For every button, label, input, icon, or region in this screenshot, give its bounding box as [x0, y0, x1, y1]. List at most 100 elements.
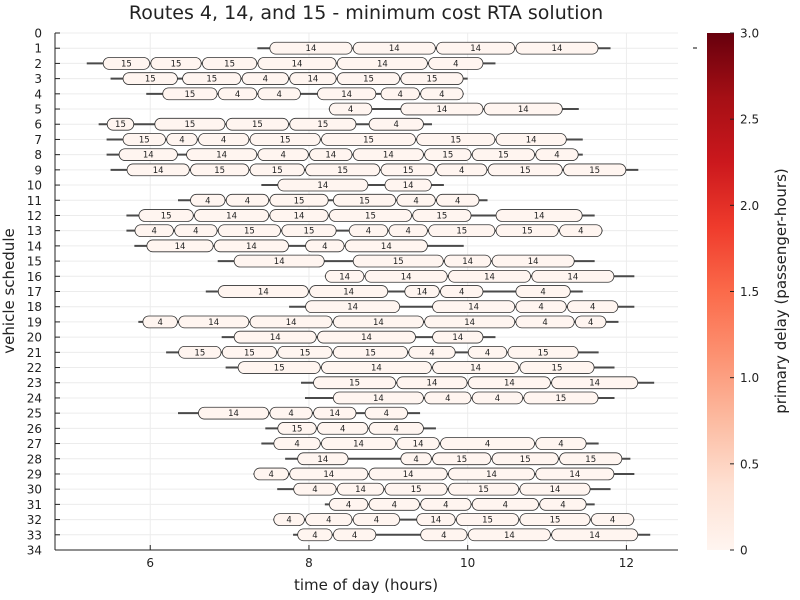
- trip-bar: [420, 528, 468, 542]
- trip-route-label: 15: [280, 135, 291, 145]
- trip-route-label: 14: [216, 151, 227, 161]
- trip-route-label: 4: [346, 500, 351, 510]
- trip-route-label: 15: [292, 424, 303, 434]
- trip-bar: [380, 163, 436, 177]
- trip-route-label: 4: [453, 59, 458, 69]
- y-tick-label: 22: [27, 361, 42, 375]
- colorbar-tick-label: 1.0: [740, 371, 759, 385]
- trip-route-label: 4: [157, 318, 162, 328]
- trip-bar: [448, 269, 531, 283]
- trip-route-label: 14: [427, 379, 438, 389]
- trip-route-label: 4: [384, 409, 389, 419]
- trip-route-label: 4: [394, 120, 399, 130]
- trip-bar: [332, 391, 424, 405]
- trip-route-label: 14: [383, 151, 394, 161]
- trip-route-label: 14: [534, 211, 545, 221]
- plot-area: 6 8 10 120123456789101112131415161718192021…: [27, 27, 678, 570]
- trip-bar: [277, 345, 333, 359]
- trip-bar: [178, 345, 222, 359]
- y-tick-label: 1: [34, 42, 42, 56]
- y-tick-label: 34: [27, 544, 42, 558]
- trip-route-label: 14: [208, 318, 219, 328]
- trip-route-label: 14: [389, 44, 400, 54]
- trip-route-label: 4: [366, 227, 371, 237]
- trip-bar: [202, 57, 258, 70]
- trip-bar: [257, 148, 309, 161]
- trip-route-label: 15: [403, 166, 414, 176]
- trip-bar: [364, 406, 408, 420]
- trip-bar: [519, 513, 591, 526]
- y-tick-label: 26: [27, 422, 42, 436]
- trip-bar: [336, 57, 428, 70]
- trip-route-label: 15: [194, 348, 205, 358]
- trip-route-label: 4: [542, 318, 547, 328]
- y-tick-label: 16: [27, 270, 42, 284]
- trip-bar: [332, 315, 424, 329]
- trip-bar: [277, 178, 369, 192]
- trip-bar: [432, 300, 516, 314]
- trip-route-label: 15: [206, 75, 217, 85]
- trip-bar: [535, 148, 579, 161]
- trip-bar: [412, 209, 472, 222]
- y-tick-label: 20: [27, 331, 42, 345]
- trip-bar: [388, 224, 428, 238]
- trip-bar: [162, 87, 218, 101]
- trip-route-label: 14: [371, 364, 382, 374]
- trip-route-label: 4: [588, 318, 593, 328]
- trip-bar: [400, 452, 432, 466]
- trip-bar: [471, 148, 535, 161]
- trip-bar: [142, 315, 178, 329]
- trip-bar: [317, 87, 377, 101]
- trip-bar: [515, 41, 599, 55]
- trip-bar: [269, 193, 329, 207]
- trip-bar: [321, 133, 416, 146]
- trip-bar: [444, 254, 492, 268]
- trip-bar: [249, 315, 333, 329]
- trip-route-label: 4: [269, 470, 274, 480]
- trip-route-label: 15: [300, 348, 311, 358]
- trip-bar: [515, 315, 575, 329]
- trip-route-label: 14: [589, 379, 600, 389]
- trip-route-label: 14: [504, 379, 515, 389]
- trip-bar: [297, 528, 333, 542]
- trip-route-label: 4: [326, 516, 331, 526]
- x-axis-label: time of day (hours): [294, 576, 438, 594]
- trip-bar: [277, 422, 317, 435]
- colorbar-tick-label: 1.5: [740, 285, 759, 299]
- trip-bar: [321, 361, 432, 374]
- trip-route-label: 14: [567, 272, 578, 282]
- y-tick-label: 11: [27, 194, 42, 208]
- trip-route-label: 14: [226, 211, 237, 221]
- trip-bar: [186, 148, 258, 161]
- trip-bar: [106, 117, 135, 131]
- trip-route-label: 14: [569, 470, 580, 480]
- trip-route-label: 14: [341, 90, 352, 100]
- trip-route-label: 14: [484, 272, 495, 282]
- trip-route-label: 14: [153, 166, 164, 176]
- trip-bar: [408, 345, 456, 359]
- trip-route-label: 4: [352, 531, 357, 541]
- colorbar-tick-label: 0.5: [740, 457, 759, 471]
- trip-bar: [317, 330, 416, 344]
- trip-route-label: 14: [403, 470, 414, 480]
- trip-route-label: 14: [306, 44, 317, 54]
- trip-route-label: 15: [498, 151, 509, 161]
- trip-route-label: 4: [503, 500, 508, 510]
- trip-bar: [269, 209, 329, 222]
- trip-route-label: 4: [340, 424, 345, 434]
- trip-bar: [332, 528, 377, 542]
- trip-bar: [535, 437, 587, 450]
- y-tick-label: 3: [34, 72, 42, 86]
- trip-bar: [467, 528, 551, 542]
- colorbar: 0 0.5 1.0 1.5 2.0 2.5 3.0: [693, 27, 759, 558]
- trip-route-label: 14: [431, 516, 442, 526]
- trip-bar: [424, 391, 472, 405]
- trip-route-label: 14: [464, 318, 475, 328]
- trip-bar: [368, 117, 424, 131]
- trip-bar: [182, 72, 242, 85]
- trip-bar: [118, 148, 178, 161]
- trip-route-label: 14: [401, 272, 412, 282]
- trip-route-label: 15: [363, 75, 374, 85]
- y-tick-label: 23: [27, 376, 42, 390]
- trip-route-label: 14: [373, 394, 384, 404]
